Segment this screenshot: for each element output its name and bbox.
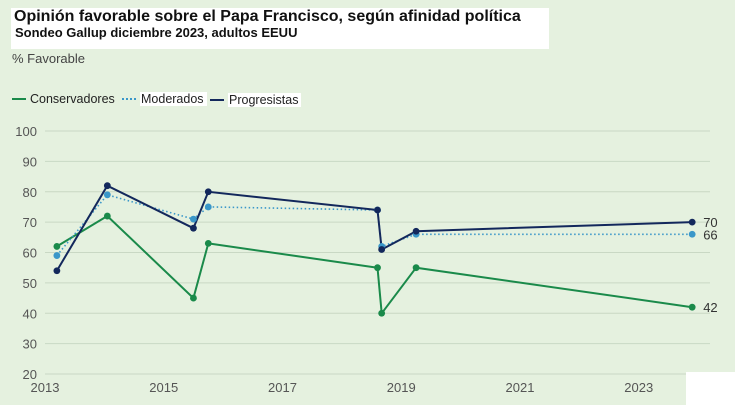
end-label-progresistas: 70 <box>703 215 717 230</box>
legend-label-conservadores: Conservadores <box>30 92 115 106</box>
data-point-conservadores <box>103 212 111 220</box>
data-point-progresistas <box>374 206 381 214</box>
legend-swatch-moderados <box>122 98 136 100</box>
y-tick-label-80: 80 <box>23 185 37 200</box>
y-tick-label-20: 20 <box>23 367 37 382</box>
data-point-conservadores <box>688 303 696 311</box>
chart-title: Opinión favorable sobre el Papa Francisc… <box>14 8 521 25</box>
x-tick-label-2023: 2023 <box>624 380 653 395</box>
data-point-moderados <box>53 252 61 259</box>
data-point-progresistas <box>204 188 212 196</box>
data-point-moderados <box>190 215 197 223</box>
x-tick-label-2017: 2017 <box>268 380 297 395</box>
legend-label-moderados: Moderados <box>140 92 207 106</box>
end-label-moderados: 66 <box>703 227 717 242</box>
data-point-conservadores <box>412 264 420 272</box>
data-point-progresistas <box>378 246 386 253</box>
x-axis-ticks: 2013 2015 2017 2019 2021 2023 <box>31 380 654 395</box>
series-line-progresistas <box>56 184 693 272</box>
end-label-conservadores: 42 <box>703 300 717 315</box>
data-point-conservadores <box>190 294 197 302</box>
x-tick-label-2015: 2015 <box>149 380 178 395</box>
series-lines <box>56 184 693 316</box>
data-point-conservadores <box>378 309 386 317</box>
y-tick-label-70: 70 <box>23 215 37 230</box>
data-point-progresistas <box>53 267 61 275</box>
data-point-progresistas <box>190 224 197 232</box>
title-box: Opinión favorable sobre el Papa Francisc… <box>11 8 549 49</box>
data-point-progresistas <box>103 182 111 190</box>
x-tick-label-2013: 2013 <box>31 380 60 395</box>
x-tick-label-2021: 2021 <box>506 380 535 395</box>
y-tick-label-30: 30 <box>23 337 37 352</box>
series-line-conservadores <box>56 214 693 316</box>
data-point-progresistas <box>688 218 696 226</box>
data-point-progresistas <box>412 227 420 235</box>
chart-subtitle: Sondeo Gallup diciembre 2023, adultos EE… <box>15 25 298 40</box>
gridlines <box>45 130 710 375</box>
series-line-moderados <box>56 193 693 257</box>
legend-label-progresistas: Progresistas <box>228 93 302 107</box>
data-point-moderados <box>204 203 212 211</box>
y-axis-label: % Favorable <box>12 51 85 66</box>
y-tick-label-40: 40 <box>23 306 37 321</box>
data-point-conservadores <box>374 264 381 272</box>
data-point-conservadores <box>204 239 212 247</box>
y-tick-label-60: 60 <box>23 246 37 261</box>
y-axis-ticks: 20 30 40 50 60 70 80 90 100 <box>15 124 37 382</box>
y-tick-label-50: 50 <box>23 276 37 291</box>
series-points <box>53 182 696 317</box>
legend-swatch-progresistas <box>210 99 224 101</box>
corner-patch <box>686 372 735 405</box>
data-point-moderados <box>688 230 696 238</box>
y-tick-label-100: 100 <box>15 124 37 139</box>
y-tick-label-90: 90 <box>23 154 37 169</box>
data-point-moderados <box>103 191 111 199</box>
x-tick-label-2019: 2019 <box>387 380 416 395</box>
data-point-conservadores <box>53 243 61 250</box>
legend-swatch-conservadores <box>12 98 26 100</box>
